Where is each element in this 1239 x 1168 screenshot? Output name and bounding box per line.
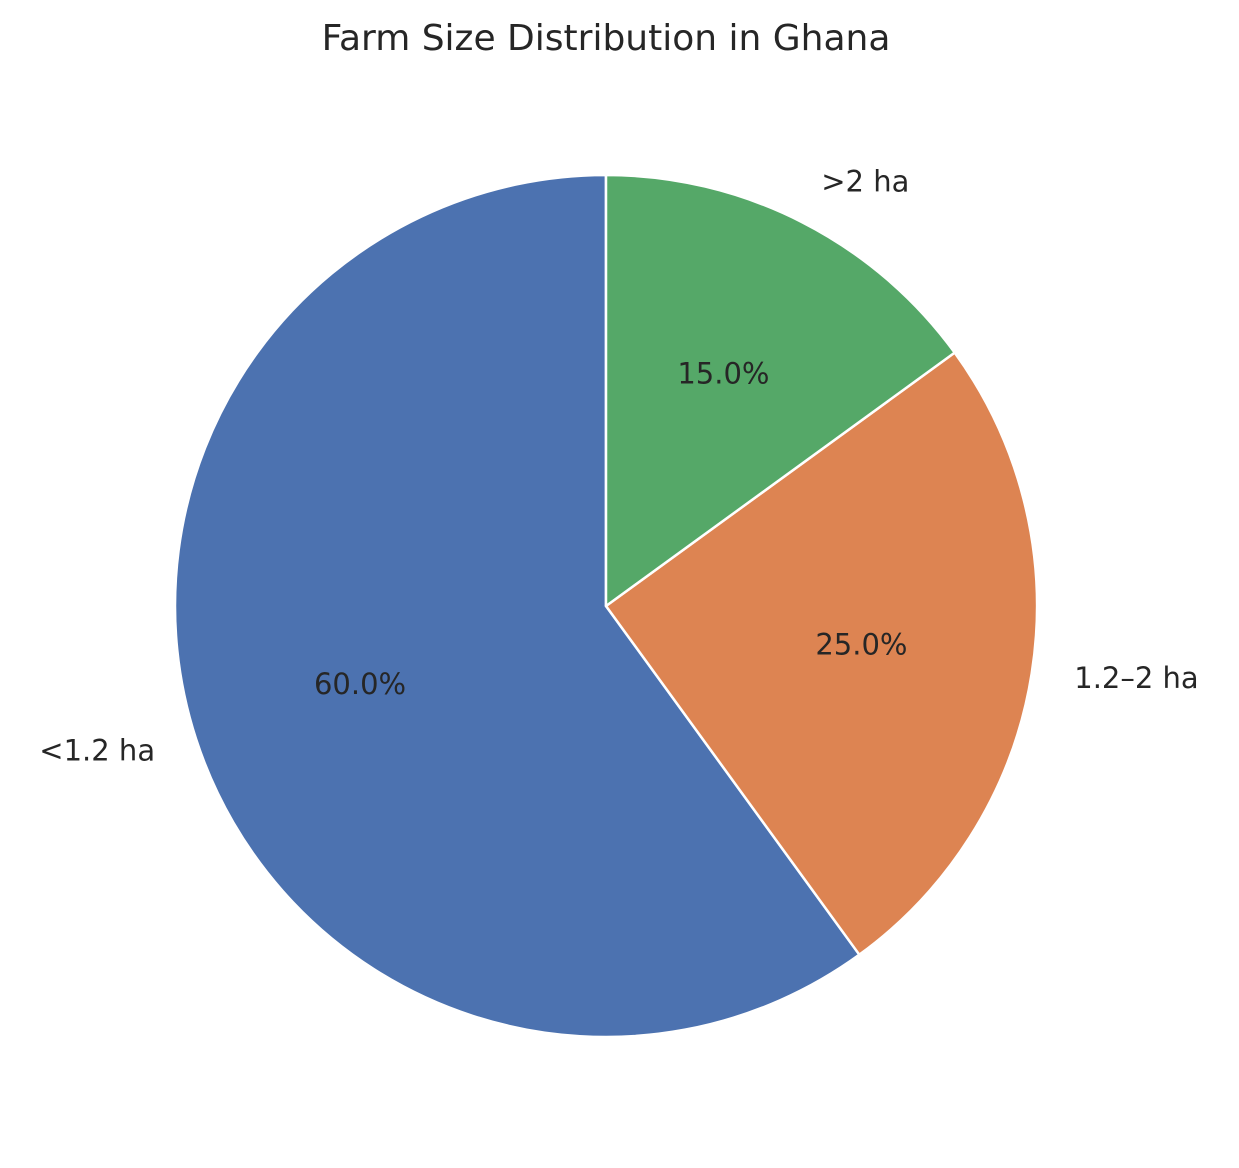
- slice-percent-1-2-2-ha: 25.0%: [815, 627, 907, 661]
- slice-percent-1-2-ha: 60.0%: [314, 667, 406, 701]
- pie-slices: [173, 173, 1039, 1039]
- slice-percent-2-ha: 15.0%: [677, 357, 769, 391]
- slice-label-1-2-ha: <1.2 ha: [39, 734, 155, 768]
- pie-labels: <1.2 ha 60.0% 1.2–2 ha 25.0% >2 ha 15.0%: [39, 165, 1198, 768]
- slice-label-1-2-2-ha: 1.2–2 ha: [1074, 661, 1198, 695]
- pie-slice-1-2-ha: [173, 173, 861, 1039]
- pie-slice-2-ha: [604, 173, 956, 608]
- pie-slice-1-2-2-ha: [604, 351, 1039, 956]
- chart-title: Farm Size Distribution in Ghana: [322, 18, 891, 59]
- slice-label-2-ha: >2 ha: [821, 165, 909, 199]
